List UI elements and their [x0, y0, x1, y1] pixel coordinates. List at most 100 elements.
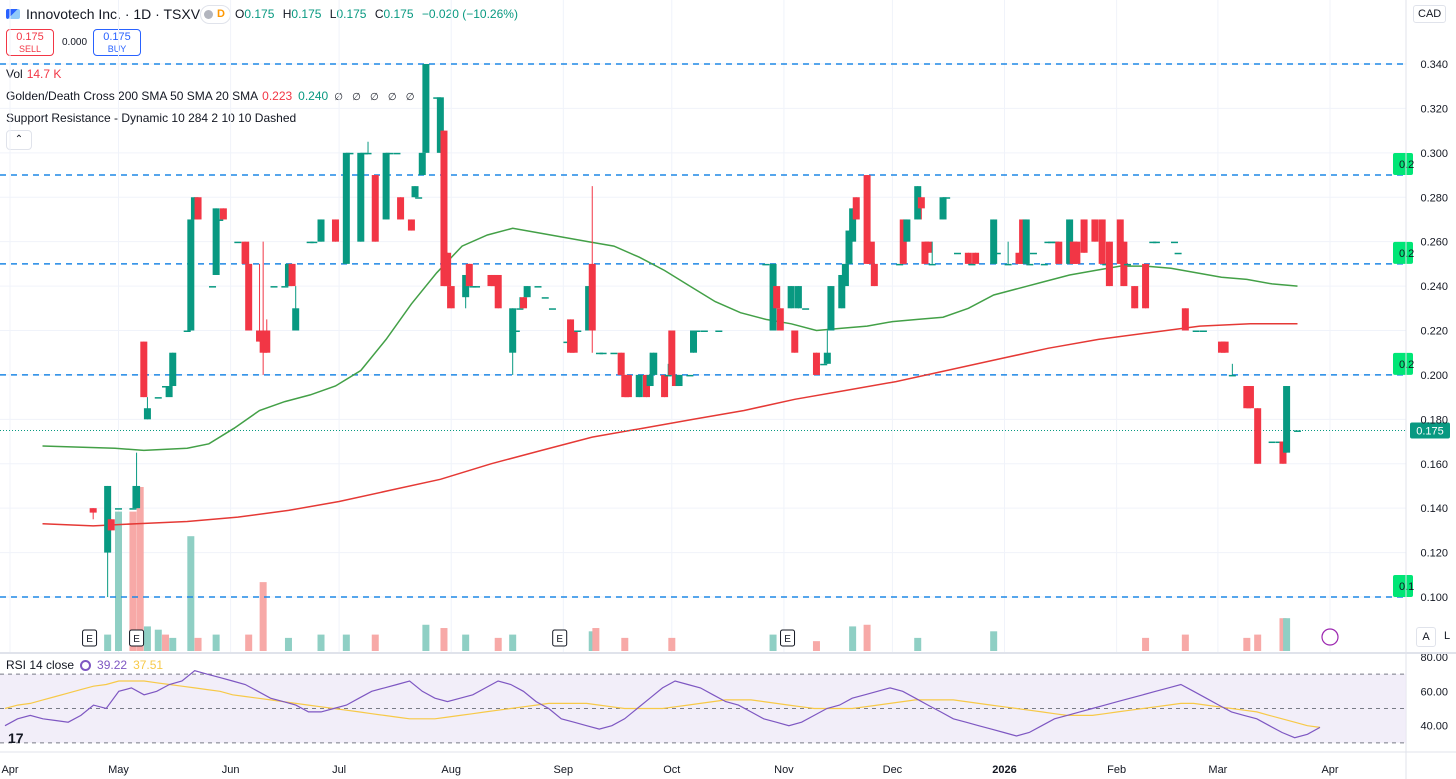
candle-body — [914, 186, 922, 220]
candle-body — [462, 274, 470, 298]
candle-body — [943, 197, 951, 199]
candle-body — [317, 219, 325, 242]
delayed-tag: D — [217, 8, 225, 20]
golden-death-cross-legend[interactable]: Golden/Death Cross 200 SMA 50 SMA 20 SMA… — [6, 89, 418, 103]
candle-body — [1142, 263, 1150, 309]
volume-bar — [668, 637, 676, 651]
volume-value: 14.7 K — [26, 67, 62, 81]
candle-body — [841, 263, 849, 287]
candle-body — [769, 263, 777, 331]
candle-body — [896, 263, 904, 266]
sr-level-label: 0.2 — [1399, 248, 1414, 260]
price-tick-label: 0.140 — [1420, 503, 1448, 515]
candle-body — [700, 330, 708, 332]
candle-body — [259, 330, 267, 353]
candle-body — [1066, 219, 1074, 264]
time-tick-label: Oct — [663, 764, 680, 776]
time-tick-label: Aug — [441, 764, 461, 776]
price-tick-label: 0.220 — [1420, 326, 1448, 338]
candle-body — [1283, 386, 1291, 453]
buy-label: BUY — [107, 44, 127, 54]
sell-button[interactable]: 0.175 SELL — [6, 29, 54, 56]
candle-body — [494, 274, 502, 309]
candle-body — [899, 219, 907, 264]
symbol-title[interactable]: Innovotech Inc. · 1D · TSXV — [26, 6, 201, 22]
candle-body — [1149, 241, 1157, 244]
log-scale-button[interactable]: L — [1438, 627, 1456, 645]
candle-body — [563, 341, 571, 344]
volume-bar — [990, 631, 998, 651]
candle-body — [169, 352, 177, 387]
candle-body — [107, 519, 115, 531]
candle-body — [642, 374, 650, 398]
candle-body — [183, 330, 191, 332]
time-tick-label: Feb — [1107, 764, 1126, 776]
collapse-legend-button[interactable]: ⌃ — [6, 130, 32, 150]
candle-body — [870, 263, 878, 287]
buy-button[interactable]: 0.175 BUY — [93, 29, 141, 56]
candle-body — [263, 330, 271, 353]
volume-bar — [245, 634, 253, 651]
volume-bar — [154, 629, 162, 651]
candle-body — [954, 252, 962, 255]
volume-bar — [371, 634, 379, 651]
candle-body — [823, 352, 831, 364]
currency-selector[interactable]: CAD — [1413, 5, 1447, 23]
volume-bar — [588, 631, 596, 651]
time-tick-label: 2026 — [992, 764, 1016, 776]
candle-body — [1051, 241, 1059, 244]
candle-body — [393, 152, 401, 155]
flag-icon — [6, 9, 20, 19]
candle-body — [595, 352, 603, 355]
candle-body — [990, 219, 998, 264]
tradingview-logo[interactable]: 17 — [8, 730, 24, 746]
candle-body — [1131, 286, 1139, 309]
candle-body — [686, 374, 694, 377]
candle-body — [1279, 441, 1287, 464]
auto-scale-button[interactable]: A — [1416, 627, 1436, 647]
candle-body — [646, 374, 654, 387]
volume-bar — [422, 624, 430, 651]
candle-body — [1040, 263, 1048, 266]
sr-level-label: 0.2 — [1399, 359, 1414, 371]
candle-body — [863, 175, 871, 264]
candle-body — [972, 252, 980, 264]
candle-body — [567, 319, 575, 353]
candle-body — [827, 286, 835, 331]
earnings-marker: E — [86, 634, 93, 645]
sr-level-label: 0.2 — [1399, 159, 1414, 171]
candle-body — [209, 286, 217, 288]
candle-body — [129, 508, 137, 510]
chart-header: Innovotech Inc. · 1D · TSXV D O0.175 H0.… — [0, 0, 523, 28]
rsi-line — [4, 670, 1321, 739]
candle-body — [661, 374, 669, 398]
candle-body — [216, 219, 224, 221]
candle-body — [407, 219, 415, 231]
candle-body — [1170, 241, 1178, 244]
rsi-legend[interactable]: RSI 14 close 39.22 37.51 — [6, 658, 164, 672]
support-resistance-legend[interactable]: Support Resistance - Dynamic 10 284 2 10… — [6, 111, 297, 125]
last-price-label: 0.175 — [1416, 425, 1444, 437]
volume-bar — [863, 624, 871, 651]
candle-body — [617, 352, 625, 375]
candle-body — [473, 286, 481, 288]
earnings-marker: E — [784, 634, 791, 645]
sma200-value: 0.223 — [262, 89, 293, 103]
candle-body — [187, 219, 195, 331]
sr-level-label-box — [1393, 241, 1413, 264]
volume-bar — [129, 511, 137, 651]
volume-bar — [440, 628, 448, 651]
rsi-ma-line — [4, 680, 1321, 728]
candle-body — [194, 197, 202, 220]
candle-body — [346, 152, 354, 155]
candle-body — [921, 241, 929, 264]
time-tick-label: Jul — [332, 764, 346, 776]
earnings-marker-box — [780, 629, 796, 647]
candle-body — [1221, 341, 1229, 353]
candle-body — [371, 175, 379, 242]
volume-bar — [194, 637, 202, 651]
time-tick-label: Nov — [774, 764, 794, 776]
sr-level-label-box — [1393, 575, 1413, 597]
candle-body — [1152, 241, 1160, 244]
